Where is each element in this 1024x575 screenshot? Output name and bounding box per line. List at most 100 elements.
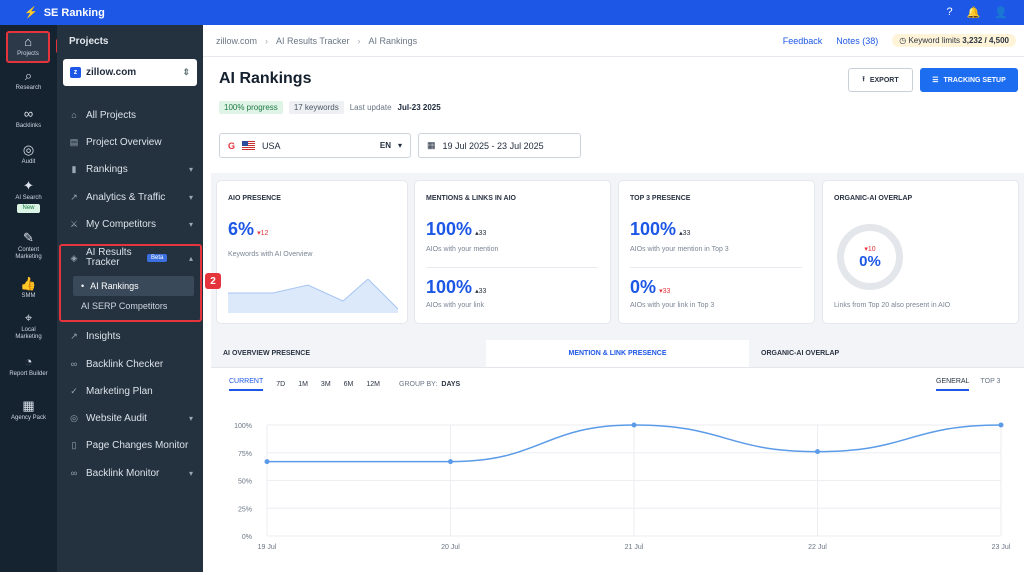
period-current[interactable]: CURRENT — [229, 378, 264, 391]
rail-agency-pack[interactable]: ▦ Agency Pack — [0, 399, 57, 422]
chart-data-point — [631, 422, 637, 428]
notes-link[interactable]: Notes (38) — [836, 35, 879, 46]
rail-label: Audit — [21, 159, 36, 165]
presence-line-chart: 100% 75% 50% 25% 0% 19 Jul 20 Jul 21 Jul 22 Jul 2… — [234, 422, 1011, 551]
sidebar-item-ai-results-tracker[interactable]: ◈ AI Results Tracker Beta ▴ — [57, 246, 203, 270]
sidebar-item-insights[interactable]: ↗ Insights — [57, 325, 203, 347]
card-top3-presence: TOP 3 PRESENCE 100% ▴33 AIOs with your m… — [619, 181, 814, 323]
check-icon: ✓ — [70, 385, 78, 396]
up-arrow-icon: ▴ — [679, 230, 683, 237]
top3-link-value: 0% — [630, 277, 657, 297]
period-6m[interactable]: 6M — [343, 381, 354, 388]
project-selector[interactable]: z zillow.com ⇕ — [63, 59, 197, 86]
rail-content-marketing[interactable]: ✎ Content Marketing — [0, 231, 57, 261]
links-delta: 33 — [478, 288, 487, 295]
card-title: MENTIONS & LINKS IN AIO — [426, 195, 516, 202]
aio-presence-delta: 12 — [260, 230, 269, 237]
help-icon[interactable]: ? — [946, 6, 953, 18]
bell-icon[interactable]: 🔔 — [966, 7, 981, 19]
doc-icon: ▤ — [69, 136, 79, 147]
top3-link-note: AIOs with your link in Top 3 — [630, 302, 715, 309]
feedback-link[interactable]: Feedback — [782, 35, 823, 46]
bullet-icon: • — [81, 281, 85, 291]
sidebar-item-analytics[interactable]: ↗ Analytics & Traffic ▾ — [57, 186, 203, 208]
export-button[interactable]: ⭱ EXPORT — [848, 68, 913, 92]
period-1m[interactable]: 1M — [298, 381, 308, 388]
period-7d[interactable]: 7D — [276, 381, 286, 388]
sidebar-item-label: Website Audit — [86, 412, 147, 424]
group-by-select[interactable]: DAYS — [441, 381, 461, 388]
chart-x-tick-label: 20 Jul — [441, 544, 460, 551]
down-arrow-icon: ▾ — [659, 288, 663, 295]
rail-audit[interactable]: ◎ Audit — [0, 143, 57, 166]
sidebar-item-label: AI Results Tracker — [86, 247, 132, 268]
sidebar-item-marketing-plan[interactable]: ✓ Marketing Plan — [57, 380, 203, 402]
breadcrumb-separator: › — [265, 35, 269, 46]
date-range-picker[interactable]: ▦ 19 Jul 2025 - 23 Jul 2025 — [418, 133, 581, 158]
sidebar-item-all-projects[interactable]: ⌂ All Projects — [57, 104, 203, 126]
top3-mention-delta: 33 — [682, 230, 691, 237]
rail-report-builder[interactable]: ◔ Report Builder — [0, 355, 57, 378]
sidebar-item-backlink-checker[interactable]: ∞ Backlink Checker — [57, 353, 203, 375]
sidebar-item-rankings[interactable]: ▮ Rankings ▾ — [57, 158, 203, 180]
chart-y-tick-label: 100% — [234, 423, 252, 430]
sidebar-item-label: Marketing Plan — [86, 385, 153, 397]
chart-data-point — [815, 449, 820, 455]
chart-data-point — [998, 422, 1004, 428]
sidebar-subitem-ai-serp-competitors[interactable]: AI SERP Competitors — [81, 301, 168, 311]
sidebar-item-project-overview[interactable]: ▤ Project Overview — [57, 131, 203, 153]
tab-ai-overview-presence[interactable]: AI OVERVIEW PRESENCE — [211, 340, 486, 367]
sidebar-item-website-audit[interactable]: ◎ Website Audit ▾ — [57, 407, 203, 429]
edit-icon: ✎ — [23, 230, 34, 245]
new-badge: New — [17, 204, 40, 213]
sidebar-subitem-ai-rankings[interactable]: • AI Rankings — [73, 276, 194, 296]
keyword-limits-label: Keyword limits — [908, 36, 961, 45]
breadcrumb-item[interactable]: AI Results Tracker — [276, 35, 350, 46]
period-12m[interactable]: 12M — [366, 381, 381, 388]
upload-icon: ⭱ — [862, 75, 865, 83]
google-icon: G — [228, 140, 236, 151]
rail-label: Projects — [17, 51, 39, 57]
sidebar-item-page-changes-monitor[interactable]: ▯ Page Changes Monitor — [57, 434, 203, 456]
rail-label: SMM — [21, 293, 36, 299]
chart-tabs: AI OVERVIEW PRESENCE MENTION & LINK PRES… — [211, 340, 1024, 368]
pin-icon: ⌖ — [24, 310, 33, 325]
card-mentions-links: MENTIONS & LINKS IN AIO 100% ▴33 AIOs wi… — [415, 181, 610, 323]
country-selector[interactable]: G USA EN ▾ — [219, 133, 411, 158]
insights-icon: ↗ — [70, 330, 78, 341]
keyword-limits[interactable]: ◷ Keyword limits 3,232 / 4,500 — [892, 34, 1016, 47]
sidebar-item-backlink-monitor[interactable]: ∞ Backlink Monitor ▾ — [57, 462, 203, 484]
gauge-icon: ◷ — [899, 36, 909, 45]
card-organic-ai-overlap: ORGANIC-AI OVERLAP ▾10 0% Links from Top… — [823, 181, 1018, 323]
breadcrumb: zillow.com › AI Results Tracker › AI Ran… — [203, 36, 417, 46]
top-bar: ⚡ SE Ranking ? 🔔 👤 — [0, 0, 1024, 25]
tracking-setup-button[interactable]: ☰ TRACKING SETUP — [920, 68, 1018, 92]
tab-organic-ai-overlap[interactable]: ORGANIC-AI OVERLAP — [749, 340, 1024, 367]
mentions-delta: 33 — [478, 230, 487, 237]
keywords-chip: 17 keywords — [288, 101, 344, 114]
breadcrumb-bar: zillow.com › AI Results Tracker › AI Ran… — [203, 25, 1024, 57]
mentions-note: AIOs with your mention — [426, 246, 499, 253]
rail-local-marketing[interactable]: ⌖ Local Marketing — [0, 311, 57, 341]
rail-projects[interactable]: ⌂ Projects — [6, 31, 50, 63]
links-note: AIOs with your link — [426, 302, 484, 309]
tab-mention-link-presence[interactable]: MENTION & LINK PRESENCE — [486, 340, 749, 367]
rail-research[interactable]: ⌕ Research — [0, 69, 57, 92]
sparkle-icon: ✦ — [23, 178, 34, 193]
user-icon[interactable]: 👤 — [994, 7, 1008, 19]
rail-label: Agency Pack — [10, 415, 47, 421]
view-top3[interactable]: TOP 3 — [980, 378, 1001, 385]
period-filters: CURRENT 7D 1M 3M 6M 12M GROUP BY: DAYS — [229, 378, 460, 391]
up-arrow-icon: ▴ — [475, 230, 479, 237]
chevron-down-icon: ▾ — [188, 219, 193, 229]
brand-name: SE Ranking — [43, 6, 105, 19]
rail-smm[interactable]: 👍 SMM — [0, 277, 57, 300]
rail-ai-search[interactable]: ✦ AI Search New — [0, 179, 57, 213]
brand[interactable]: ⚡ SE Ranking — [0, 6, 105, 20]
breadcrumb-item[interactable]: zillow.com — [216, 35, 258, 46]
rail-backlinks[interactable]: ∞ Backlinks — [0, 107, 57, 130]
view-general[interactable]: GENERAL — [936, 378, 970, 391]
period-3m[interactable]: 3M — [320, 381, 331, 388]
sidebar-item-competitors[interactable]: ⚔ My Competitors ▾ — [57, 213, 203, 235]
rail-label: Local Marketing — [15, 327, 42, 340]
